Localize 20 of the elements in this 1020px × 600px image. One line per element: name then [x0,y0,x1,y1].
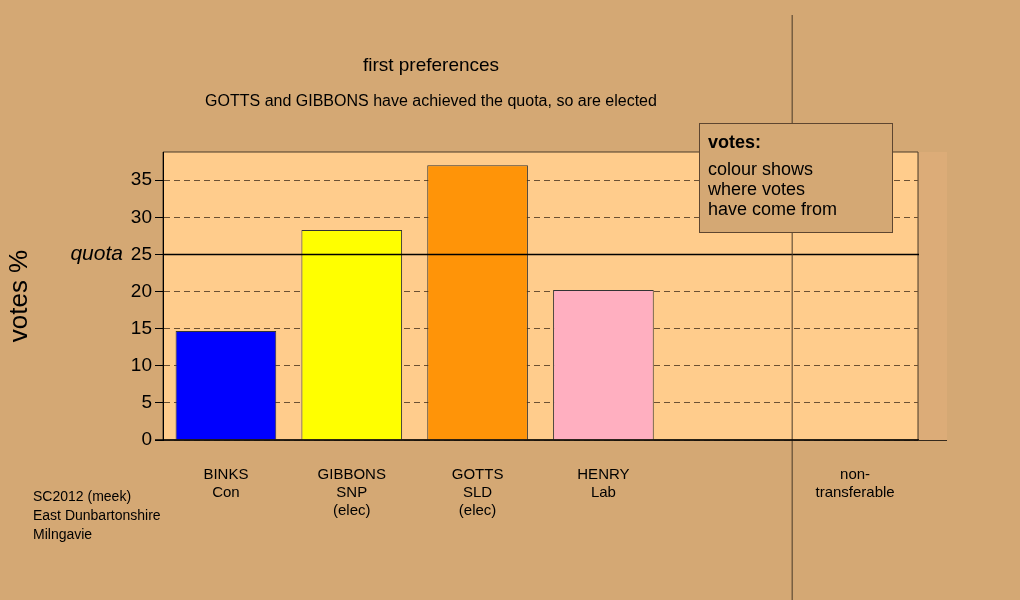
text: SC2012 (meek) East Dunbartonshire Milngavie [33,487,161,544]
x-tick-label: GIBBONS SNP (elec) [317,465,386,519]
y-tick-label: 30 [130,205,152,227]
y-tick-label: 35 [130,168,152,190]
chart-subtitle: GOTTS and GIBBONS have achieved the quota, so are elected [204,92,658,110]
x-tick-label: GOTTS SLD (elec) [451,465,504,519]
y-axis-title: votes % [2,249,33,343]
chart-title: first preferences [361,54,501,76]
note-box: votes: colour shows where votes have come from [699,123,893,233]
y-tick-label: 10 [130,354,152,376]
y-tick-label: 20 [130,279,152,301]
y-tick-label: 15 [130,316,152,338]
y-tick-label: 0 [141,428,152,450]
ref-line-label: quota [70,241,123,265]
y-tick-label: 25 [130,242,152,264]
x-tick-label: HENRY Lab [577,465,630,501]
annotation: colour shows where votes have come from [708,159,839,219]
y-tick-label: 5 [141,391,152,413]
x-tick-label: BINKS Con [203,465,249,501]
x-tick-label: non- transferable [815,465,895,501]
